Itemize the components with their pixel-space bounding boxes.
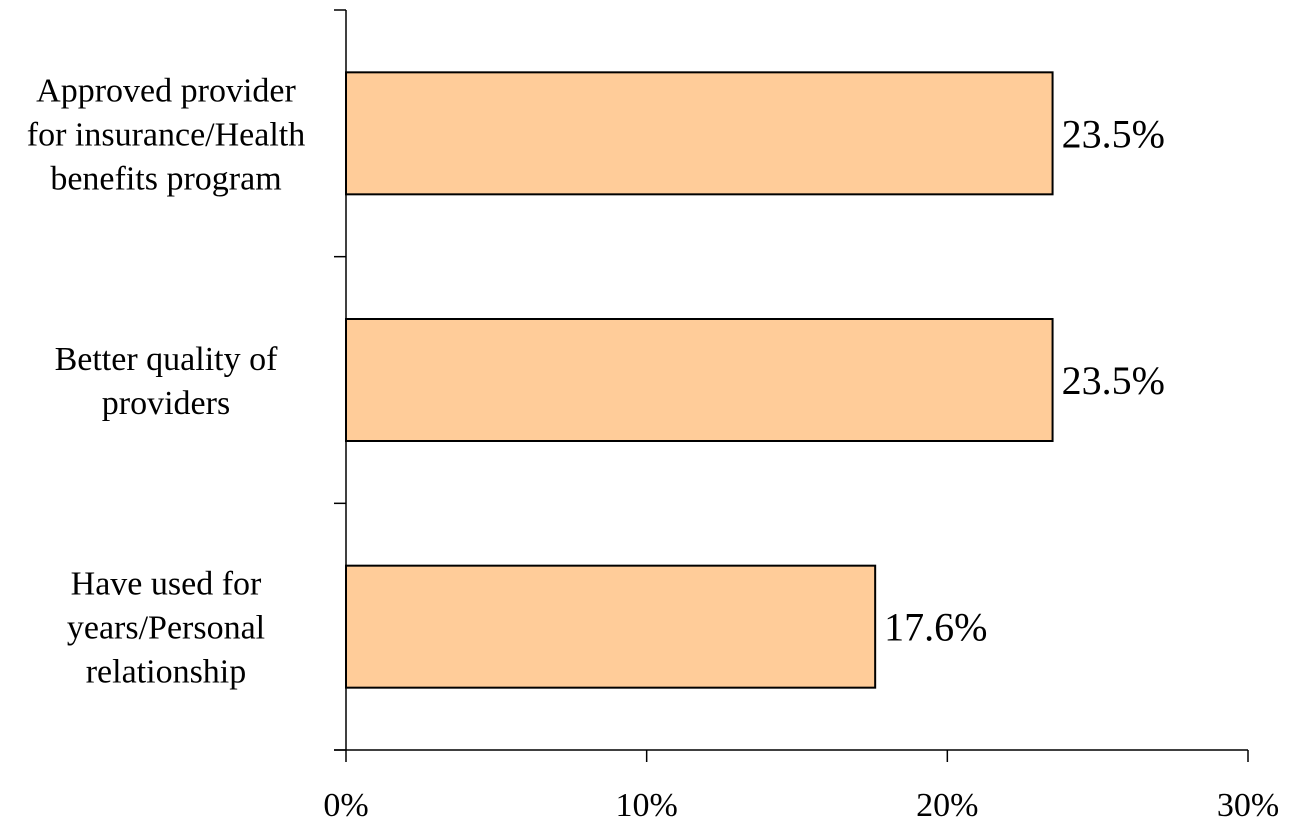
data-label: 23.5% [1062,111,1165,156]
x-tick-label: 10% [616,787,678,822]
y-ticks-group [334,9,346,751]
x-tick-label: 20% [916,787,978,822]
category-label-line: for insurance/Health [27,116,306,153]
x-tick-label: 0% [323,787,368,822]
category-label-line: Better quality of [55,341,279,378]
category-labels-group: Approved provider for insurance/Health ben… [27,72,306,690]
category-label: Better quality of providers [55,341,279,422]
data-label: 17.6% [884,605,987,650]
x-tick-label: 30% [1217,787,1279,822]
category-label-line: providers [102,385,230,422]
x-ticks-group: 0% 10% 20% 30% [323,750,1279,822]
category-label-line: benefits program [50,160,281,197]
axes-group [334,10,1248,751]
bar [345,318,1054,442]
category-label: Approved provider for insurance/Health ben… [27,72,306,197]
bar [345,71,1054,196]
data-label: 23.5% [1062,358,1165,403]
category-label-line: Approved provider [36,72,296,109]
category-label-line: Have used for [71,566,262,603]
bar [345,564,877,689]
data-labels-group: 23.5% 23.5% 17.6% [884,111,1165,649]
bars-group [345,71,1054,689]
category-label: Have used for years/Personal relationship [67,566,265,691]
category-label-line: years/Personal [67,610,265,647]
category-label-line: relationship [86,654,247,691]
